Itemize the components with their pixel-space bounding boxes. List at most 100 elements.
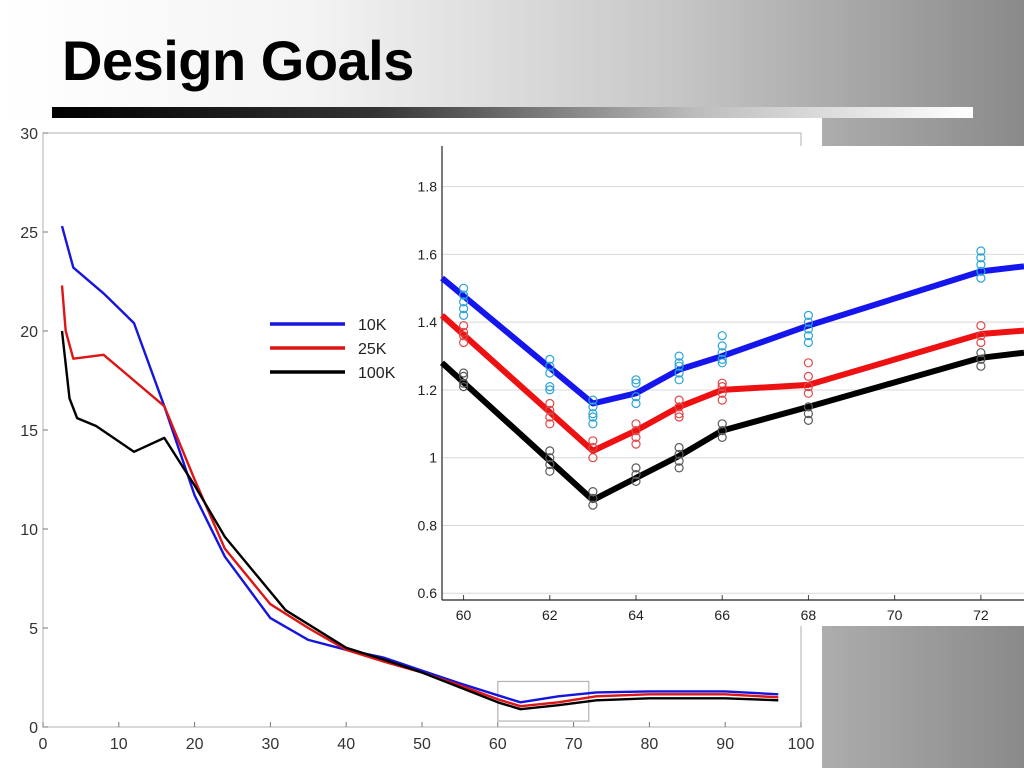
inset-data-point-25k xyxy=(803,388,813,398)
inset-data-point-25k xyxy=(631,432,641,442)
inset-data-point-10k xyxy=(545,385,555,395)
inset-data-point-100k xyxy=(674,442,684,453)
inset-data-point-25k xyxy=(803,382,813,392)
inset-data-point-10k xyxy=(458,283,469,293)
inset-data-point-10k xyxy=(674,351,684,361)
inset-y-tick-label: 1.2 xyxy=(418,382,438,398)
inset-data-point-10k xyxy=(631,392,641,402)
inset-series-line-25k xyxy=(439,313,1024,454)
inset-data-point-10k xyxy=(803,310,813,320)
inset-data-point-25k xyxy=(631,439,641,449)
inset-data-point-100k xyxy=(674,449,684,459)
inset-data-point-100k xyxy=(458,368,469,378)
inset-data-point-25k xyxy=(717,382,727,392)
inset-x-tick-label: 60 xyxy=(456,607,472,623)
inset-data-point-25k xyxy=(458,331,469,341)
inset-data-point-100k xyxy=(458,378,469,388)
inset-data-point-10k xyxy=(803,324,813,334)
inset-data-point-25k xyxy=(588,436,598,446)
inset-data-point-10k xyxy=(717,331,727,341)
inset-data-point-10k xyxy=(631,375,641,385)
inset-data-point-100k xyxy=(631,463,641,473)
inset-data-point-10k xyxy=(674,358,684,368)
inset-data-point-100k xyxy=(674,456,684,466)
inset-y-tick-label: 1 xyxy=(429,450,437,466)
inset-data-point-25k xyxy=(976,321,986,331)
x-tick-label: 60 xyxy=(489,736,507,753)
y-tick-label: 30 xyxy=(20,126,38,143)
inset-data-point-10k xyxy=(458,290,469,300)
inset-data-point-10k xyxy=(588,402,598,412)
inset-data-point-25k xyxy=(717,378,727,388)
inset-data-point-10k xyxy=(631,398,641,409)
y-tick-label: 5 xyxy=(29,621,38,638)
x-tick-label: 90 xyxy=(716,736,734,753)
inset-data-point-10k xyxy=(458,304,469,314)
inset-y-tick-label: 0.6 xyxy=(418,585,438,601)
inset-data-point-10k xyxy=(674,368,684,378)
inset-data-point-25k xyxy=(717,388,727,398)
inset-data-point-10k xyxy=(803,337,813,348)
legend-label-10k: 10K xyxy=(358,317,387,334)
inset-data-point-25k xyxy=(545,419,555,429)
inset-data-point-100k xyxy=(976,348,986,358)
inset-data-point-10k xyxy=(458,310,469,320)
inset-data-point-10k xyxy=(458,297,469,307)
inset-data-point-10k xyxy=(631,378,641,388)
y-tick-label: 15 xyxy=(20,423,38,440)
x-tick-label: 70 xyxy=(565,736,583,753)
inset-data-point-25k xyxy=(674,395,684,405)
inset-data-point-10k xyxy=(976,273,986,283)
legend-label-25k: 25K xyxy=(358,341,387,358)
x-tick-label: 50 xyxy=(413,736,431,753)
inset-y-tick-label: 1.6 xyxy=(418,246,438,262)
inset-data-point-100k xyxy=(976,361,986,371)
legend-label-100k: 100K xyxy=(358,365,396,382)
inset-series-line-100k xyxy=(439,349,1024,504)
inset-data-point-25k xyxy=(588,442,598,453)
inset-data-point-100k xyxy=(674,463,684,473)
inset-data-point-25k xyxy=(458,327,469,337)
inset-data-point-100k xyxy=(717,426,727,436)
inset-data-point-100k xyxy=(976,354,986,364)
inset-data-point-100k xyxy=(545,466,555,476)
inset-data-point-10k xyxy=(976,246,986,256)
inset-data-point-10k xyxy=(976,253,986,263)
inset-data-point-25k xyxy=(631,419,641,429)
inset-data-point-10k xyxy=(717,341,727,351)
inset-data-point-10k xyxy=(545,382,555,392)
inset-data-point-25k xyxy=(458,321,469,331)
inset-data-point-100k xyxy=(458,371,469,381)
inset-data-point-100k xyxy=(545,453,555,463)
inset-x-tick-label: 68 xyxy=(801,607,817,623)
y-tick-label: 0 xyxy=(29,720,38,737)
inset-data-point-100k xyxy=(717,419,727,429)
x-tick-label: 20 xyxy=(186,736,204,753)
inset-data-point-25k xyxy=(631,426,641,436)
inset-data-point-100k xyxy=(588,487,598,497)
y-tick-label: 25 xyxy=(20,225,38,242)
inset-data-point-10k xyxy=(976,266,986,277)
x-tick-label: 80 xyxy=(641,736,659,753)
inset-data-point-100k xyxy=(588,493,598,503)
inset-data-point-100k xyxy=(458,382,469,392)
inset-data-point-10k xyxy=(674,361,684,371)
inset-x-tick-label: 70 xyxy=(887,607,903,623)
inset-data-point-25k xyxy=(803,371,813,381)
inset-data-point-10k xyxy=(717,348,727,358)
x-tick-label: 0 xyxy=(39,736,48,753)
inset-data-point-10k xyxy=(717,358,727,368)
inset-series-line-10k xyxy=(440,263,1024,407)
inset-y-tick-label: 0.8 xyxy=(418,517,438,533)
inset-x-tick-label: 64 xyxy=(628,607,644,623)
inset-data-point-100k xyxy=(803,402,813,412)
inset-background xyxy=(404,146,1024,626)
y-tick-label: 20 xyxy=(20,324,38,341)
inset-data-point-10k xyxy=(803,331,813,341)
inset-data-point-10k xyxy=(588,412,598,422)
inset-data-point-25k xyxy=(717,395,727,405)
inset-data-point-25k xyxy=(545,412,555,422)
series-line-100k xyxy=(60,330,779,711)
inset-data-point-10k xyxy=(588,409,598,419)
inset-data-point-25k xyxy=(588,453,598,463)
